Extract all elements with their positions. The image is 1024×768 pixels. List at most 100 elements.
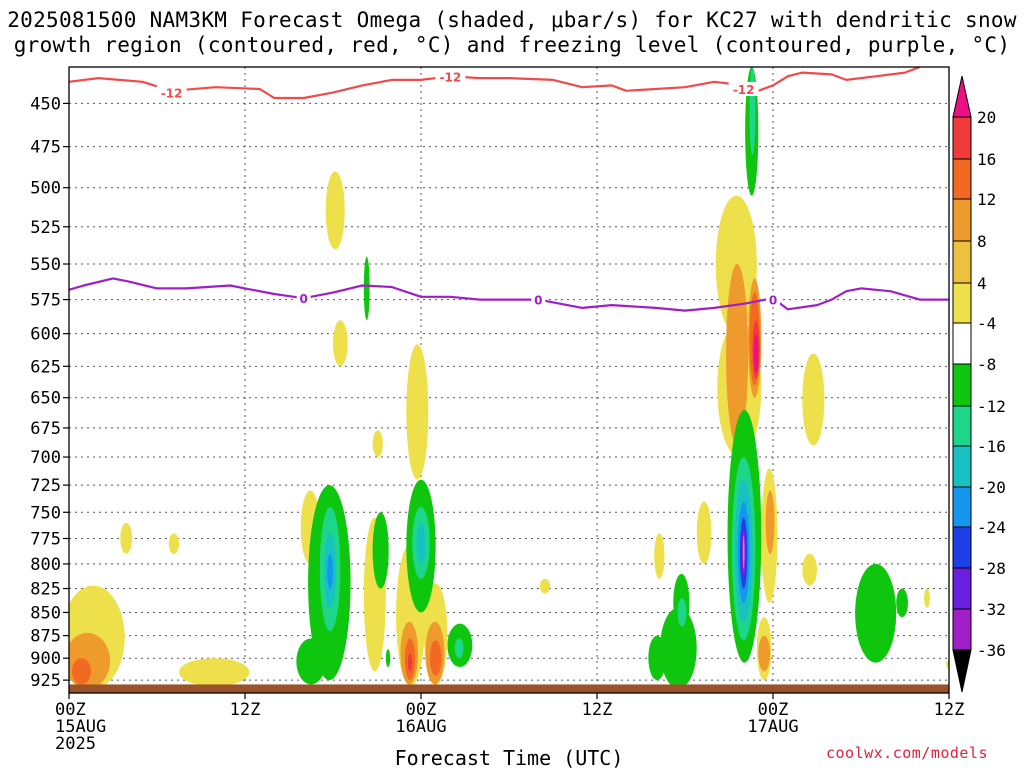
- colorbar-band: [952, 526, 972, 569]
- contour-label-bg: [156, 85, 187, 100]
- y-tick-label: 575: [30, 291, 61, 311]
- colorbar-label: 20: [977, 108, 996, 127]
- colorbar-band: [952, 240, 972, 284]
- dendritic-growth-contour: [69, 67, 921, 100]
- y-tick-label: 475: [30, 138, 61, 158]
- x-tick-label: 12Z: [230, 700, 261, 720]
- colorbar-label: -36: [977, 641, 1006, 660]
- colorbar-band: [952, 405, 972, 447]
- omega-shaded-cell: [372, 512, 389, 589]
- contour-label-bg: [435, 69, 466, 84]
- omega-shaded-cell: [765, 490, 775, 554]
- x-tick-label: 00Z: [406, 700, 437, 720]
- omega-shaded-cell: [327, 553, 334, 589]
- colorbar-label: -32: [977, 600, 1006, 619]
- colorbar-label: -28: [977, 559, 1006, 578]
- contour-label: -12: [439, 70, 461, 84]
- omega-shaded-cell: [168, 533, 179, 554]
- y-tick-label: 625: [30, 357, 61, 377]
- y-tick-label: 700: [30, 448, 61, 468]
- omega-shaded-cell: [454, 638, 464, 659]
- contour-label: -12: [161, 87, 183, 101]
- contour-label: 0: [534, 294, 542, 308]
- contour-label-bg: [728, 82, 759, 97]
- y-tick-label: 675: [30, 419, 61, 439]
- contour-label: 0: [299, 292, 307, 306]
- omega-shaded-cell: [333, 320, 348, 367]
- colorbar-label: -16: [977, 437, 1006, 456]
- omega-shaded-cell: [416, 522, 426, 564]
- y-tick-label: 900: [30, 649, 61, 669]
- chart-title-line-2: growth region (contoured, red, °C) and f…: [13, 33, 1011, 57]
- omega-shaded-cell: [406, 344, 429, 480]
- y-tick-label: 725: [30, 476, 61, 496]
- colorbar-label: -4: [977, 314, 996, 333]
- omega-shaded-cell: [802, 353, 825, 446]
- omega-shaded-cell: [179, 658, 250, 687]
- grid-lines: [69, 67, 949, 693]
- omega-shaded-cell: [385, 649, 391, 668]
- omega-shaded-cell: [802, 553, 818, 586]
- temperature-contours: -12 -12 -12 0 0 0: [69, 67, 949, 312]
- omega-shading: [69, 67, 949, 689]
- omega-shaded-cell: [372, 430, 383, 458]
- omega-shaded-cell: [742, 535, 745, 569]
- omega-shaded-cell: [855, 563, 897, 663]
- colorbar-band: [952, 282, 972, 324]
- colorbar-band: [952, 567, 972, 610]
- omega-shaded-cell: [71, 658, 91, 685]
- colorbar-label: 16: [977, 150, 996, 169]
- y-tick-label: 650: [30, 389, 61, 409]
- y-tick-label: 800: [30, 555, 61, 575]
- plot-frame: [68, 66, 950, 694]
- omega-shaded-cell: [660, 607, 697, 689]
- terrain-surface: [69, 684, 949, 693]
- omega-shaded-cell: [654, 533, 665, 579]
- x-tick-label: 15AUG: [55, 717, 106, 737]
- colorbar-label: 4: [977, 274, 987, 293]
- omega-shaded-cell: [120, 522, 133, 554]
- colorbar-band: [952, 322, 972, 365]
- omega-shaded-cell: [758, 635, 771, 672]
- omega-shaded-cell: [429, 640, 442, 676]
- colorbar-band: [952, 486, 972, 528]
- x-tick-label: 16AUG: [395, 717, 446, 737]
- colorbar-band: [952, 198, 972, 242]
- x-tick-label: 00Z: [55, 700, 86, 720]
- contour-label: 0: [769, 294, 777, 308]
- contour-label: -12: [733, 83, 755, 97]
- colorbar-label: -20: [977, 478, 1006, 497]
- omega-shaded-cell: [924, 588, 930, 608]
- colorbar-band: [952, 363, 972, 407]
- y-tick-label: 500: [30, 179, 61, 199]
- colorbar-band: [952, 608, 972, 651]
- omega-shaded-cell: [946, 660, 949, 669]
- colorbar: 20 16 12 8 4 -4 -8 -12 -16 -20 -24 -28 -32 -36: [952, 75, 1006, 693]
- x-tick-label: 17AUG: [747, 717, 798, 737]
- contour-label-bg: [766, 292, 780, 307]
- y-tick-label: 450: [30, 94, 61, 114]
- colorbar-label: -24: [977, 518, 1006, 537]
- contour-label-bg: [296, 291, 311, 306]
- omega-shaded-cell: [896, 588, 908, 618]
- y-tick-label: 750: [30, 503, 61, 523]
- omega-shaded-cell: [677, 598, 687, 627]
- y-tick-label: 925: [30, 671, 61, 691]
- omega-shaded-cell: [696, 501, 712, 564]
- credit-text: coolwx.com/models: [826, 744, 989, 762]
- contour-label-bg: [531, 292, 546, 307]
- y-tick-label: 550: [30, 255, 61, 275]
- colorbar-label: -12: [977, 397, 1006, 416]
- omega-shaded-cell: [539, 578, 551, 594]
- y-tick-label: 600: [30, 325, 61, 345]
- omega-shaded-cell: [726, 264, 749, 446]
- y-tick-label: 875: [30, 627, 61, 647]
- colorbar-band: [952, 158, 972, 200]
- y-tick-label: 850: [30, 603, 61, 623]
- colorbar-band: [952, 116, 972, 160]
- colorbar-top-arrow: [952, 75, 972, 118]
- chart-title-line-1: 2025081500 NAM3KM Forecast Omega (shaded…: [7, 8, 1017, 32]
- colorbar-band: [952, 445, 972, 488]
- colorbar-label: 12: [977, 190, 996, 209]
